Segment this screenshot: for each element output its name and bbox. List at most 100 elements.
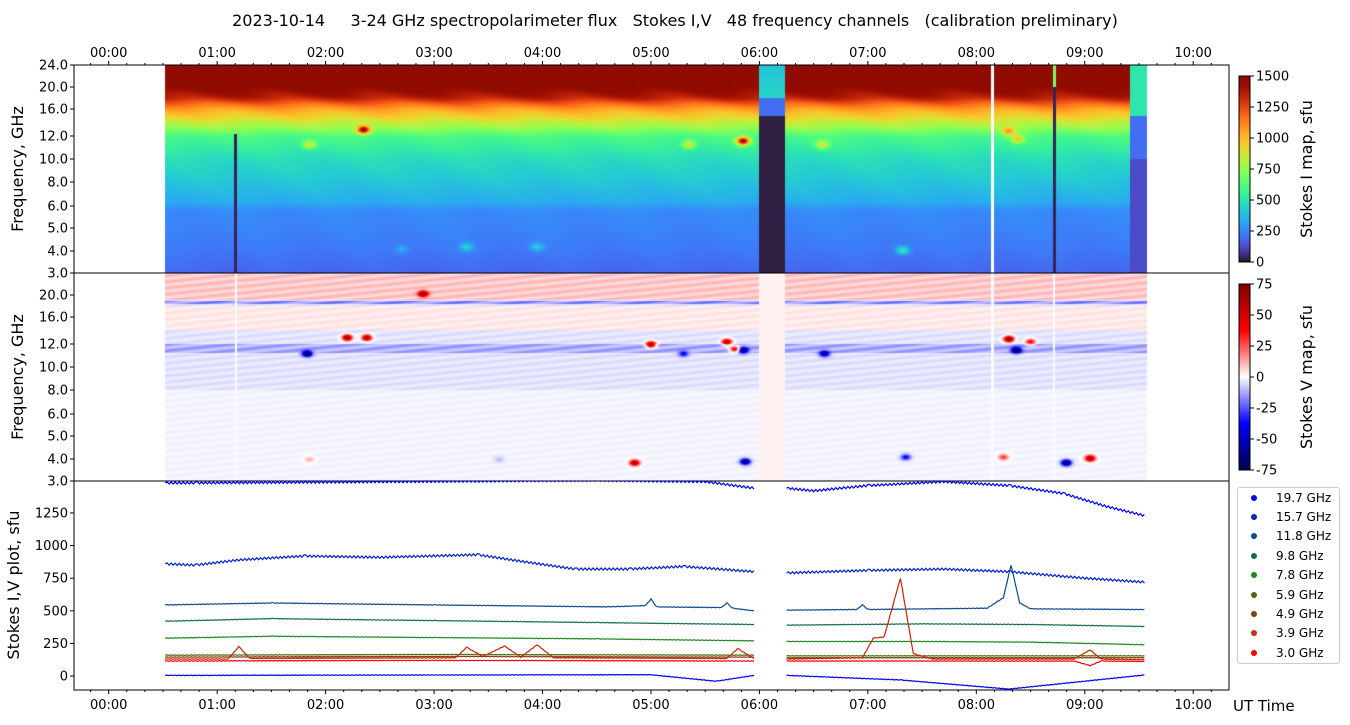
legend-label: 3.9 GHz bbox=[1276, 626, 1324, 641]
time-tick-label-top: 06:00 bbox=[741, 46, 778, 61]
stokes-i-colorbar-label: Stokes I map, sfu bbox=[1297, 100, 1316, 238]
stokes-i-ytick-label: 8.0 bbox=[47, 176, 68, 191]
time-tick-label-top: 03:00 bbox=[415, 46, 452, 61]
time-tick-label-top: 05:00 bbox=[632, 46, 669, 61]
stokes-v-frame bbox=[73, 272, 1230, 482]
legend-label: 15.7 GHz bbox=[1276, 510, 1332, 525]
legend-item: 4.9 GHz bbox=[1238, 604, 1339, 623]
lightcurve-ytick-label: 0 bbox=[60, 670, 68, 685]
stokes-v-colorbar-tick-label: 75 bbox=[1256, 278, 1273, 293]
legend-marker-icon bbox=[1251, 611, 1257, 618]
stokes-v-ytick-label: 8.0 bbox=[47, 384, 68, 399]
time-tick-label-top: 00:00 bbox=[90, 46, 127, 61]
stokes-i-heatmap bbox=[74, 65, 1229, 273]
time-tick-label-top: 01:00 bbox=[198, 46, 235, 61]
stokes-v-colorbar-label: Stokes V map, sfu bbox=[1297, 305, 1316, 449]
series-line-7-8-GHz bbox=[165, 635, 1145, 646]
legend-marker-icon bbox=[1251, 552, 1257, 559]
stokes-i-colorbar-tick-label: 0 bbox=[1256, 256, 1264, 271]
time-tick-label-top: 07:00 bbox=[849, 46, 886, 61]
series-line-15-7-GHz bbox=[164, 552, 1145, 584]
stokes-v-ytick-label: 10.0 bbox=[39, 361, 68, 376]
legend-marker-icon bbox=[1251, 630, 1257, 637]
stokes-v-ytick-label: 12.0 bbox=[39, 338, 68, 353]
time-tick-label-bottom: 07:00 bbox=[849, 698, 886, 713]
legend-marker-icon bbox=[1251, 533, 1257, 540]
legend-marker-icon bbox=[1251, 572, 1257, 579]
series-line-V-19-7 bbox=[165, 673, 1145, 690]
stokes-v-ytick-label: 3.0 bbox=[47, 475, 68, 490]
stokes-v-colorbar-frame bbox=[1238, 283, 1251, 471]
lightcurve-ytick-label: 1250 bbox=[35, 506, 68, 521]
legend-marker-icon bbox=[1251, 649, 1257, 656]
series-line-5-9-GHz bbox=[165, 653, 1145, 657]
time-tick-label-bottom: 08:00 bbox=[958, 698, 995, 713]
time-tick-label-bottom: 03:00 bbox=[415, 698, 452, 713]
stokes-i-colorbar-tick-label: 500 bbox=[1256, 194, 1281, 209]
stokes-v-ytick-label: 6.0 bbox=[47, 408, 68, 423]
stokes-v-heatmap bbox=[74, 273, 1229, 481]
stokes-i-ytick-label: 10.0 bbox=[39, 153, 68, 168]
time-tick-label-bottom: 04:00 bbox=[524, 698, 561, 713]
legend-label: 3.0 GHz bbox=[1276, 645, 1324, 660]
legend-label: 19.7 GHz bbox=[1276, 490, 1332, 505]
time-tick-label-top: 08:00 bbox=[958, 46, 995, 61]
stokes-i-colorbar bbox=[1239, 76, 1250, 262]
legend-label: 5.9 GHz bbox=[1276, 587, 1324, 602]
stokes-i-ytick-label: 24.0 bbox=[39, 59, 68, 74]
stokes-i-frame bbox=[73, 64, 1230, 274]
legend-item: 9.8 GHz bbox=[1238, 546, 1339, 565]
stokes-v-colorbar-tick-label: 50 bbox=[1256, 309, 1273, 324]
stokes-i-ytick-label: 20.0 bbox=[39, 81, 68, 96]
time-tick-label-bottom: 05:00 bbox=[632, 698, 669, 713]
legend-marker-icon bbox=[1251, 514, 1257, 521]
stokes-v-colorbar-tick-label: -25 bbox=[1256, 402, 1277, 417]
stokes-i-ytick-label: 16.0 bbox=[39, 103, 68, 118]
stokes-v-colorbar-tick-label: -75 bbox=[1256, 464, 1277, 479]
stokes-v-ytick-label: 16.0 bbox=[39, 311, 68, 326]
stokes-i-ytick-label: 5.0 bbox=[47, 222, 68, 237]
stokes-i-colorbar-tick-label: 1500 bbox=[1256, 70, 1289, 85]
time-tick-label-top: 09:00 bbox=[1066, 46, 1103, 61]
series-line-9-8-GHz bbox=[165, 617, 1145, 628]
stokes-v-colorbar-tick-label: 25 bbox=[1256, 340, 1273, 355]
lightcurve-ytick-label: 250 bbox=[43, 637, 68, 652]
lightcurve-ytick-label: 750 bbox=[43, 572, 68, 587]
series-line-11-8-GHz bbox=[165, 565, 1145, 612]
legend-item: 19.7 GHz bbox=[1238, 488, 1339, 507]
time-tick-label-bottom: 02:00 bbox=[307, 698, 344, 713]
stokes-v-ytick-label: 4.0 bbox=[47, 453, 68, 468]
legend-label: 4.9 GHz bbox=[1276, 607, 1324, 622]
stokes-v-colorbar bbox=[1239, 284, 1250, 470]
stokes-i-colorbar-tick-label: 1250 bbox=[1256, 101, 1289, 116]
series-line-3-9-GHz bbox=[165, 578, 1145, 661]
series-line-19-7-GHz bbox=[164, 481, 1145, 517]
legend-item: 3.9 GHz bbox=[1238, 624, 1339, 643]
lightcurve-ylabel: Stokes I,V plot, sfu bbox=[4, 511, 23, 660]
stokes-v-ylabel: Frequency, GHz bbox=[8, 314, 27, 440]
time-tick-label-bottom: 10:00 bbox=[1174, 698, 1211, 713]
stokes-i-colorbar-tick-label: 250 bbox=[1256, 225, 1281, 240]
legend-label: 11.8 GHz bbox=[1276, 529, 1332, 544]
time-tick-label-top: 10:00 bbox=[1174, 46, 1211, 61]
time-tick-label-bottom: 09:00 bbox=[1066, 698, 1103, 713]
stokes-i-colorbar-frame bbox=[1238, 75, 1251, 263]
series-line-3-0-GHz bbox=[165, 659, 1145, 667]
stokes-i-ytick-label: 12.0 bbox=[39, 130, 68, 145]
stokes-i-ytick-label: 3.0 bbox=[47, 267, 68, 282]
time-tick-label-top: 04:00 bbox=[524, 46, 561, 61]
legend-marker-icon bbox=[1251, 494, 1257, 501]
stokes-i-ytick-label: 6.0 bbox=[47, 200, 68, 215]
legend-label: 9.8 GHz bbox=[1276, 548, 1324, 563]
time-tick-label-bottom: 06:00 bbox=[741, 698, 778, 713]
stokes-i-colorbar-tick-label: 1000 bbox=[1256, 132, 1289, 147]
legend-item: 11.8 GHz bbox=[1238, 527, 1339, 546]
lightcurve-ytick-label: 500 bbox=[43, 604, 68, 619]
legend-label: 7.8 GHz bbox=[1276, 568, 1324, 583]
stokes-i-ytick-label: 4.0 bbox=[47, 245, 68, 260]
legend-item: 7.8 GHz bbox=[1238, 566, 1339, 585]
stokes-v-colorbar-tick-label: 0 bbox=[1256, 371, 1264, 386]
stokes-i-colorbar-tick-label: 750 bbox=[1256, 163, 1281, 178]
time-tick-label-bottom: 00:00 bbox=[90, 698, 127, 713]
